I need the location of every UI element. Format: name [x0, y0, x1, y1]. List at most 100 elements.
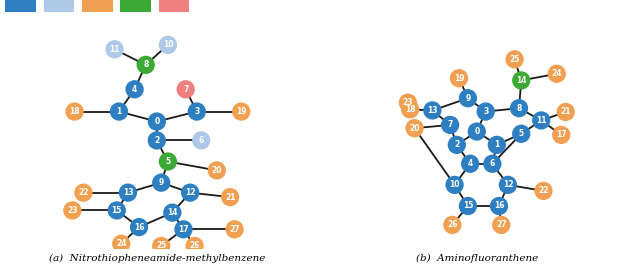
Text: 0: 0 [474, 127, 479, 136]
Text: 20: 20 [212, 166, 222, 175]
Circle shape [499, 176, 516, 193]
Circle shape [148, 132, 165, 149]
Text: 23: 23 [67, 206, 77, 215]
Circle shape [506, 51, 523, 68]
Text: 27: 27 [229, 225, 240, 234]
Text: 14: 14 [167, 208, 178, 217]
Text: 13: 13 [427, 106, 438, 115]
Circle shape [153, 238, 170, 254]
Text: 6: 6 [198, 136, 204, 145]
Text: 10: 10 [163, 40, 173, 49]
Text: 13: 13 [123, 188, 133, 197]
Circle shape [449, 136, 465, 153]
Text: 7: 7 [183, 85, 188, 94]
Text: 8: 8 [143, 60, 148, 69]
Circle shape [444, 217, 461, 233]
Text: 2: 2 [454, 140, 460, 149]
Text: 21: 21 [225, 193, 236, 202]
Circle shape [511, 100, 527, 117]
Circle shape [153, 174, 170, 191]
Text: 26: 26 [189, 241, 200, 250]
Circle shape [64, 202, 81, 219]
Text: 10: 10 [449, 180, 460, 189]
Circle shape [111, 103, 127, 120]
Text: 12: 12 [502, 180, 513, 189]
Text: 1: 1 [116, 107, 122, 116]
Circle shape [513, 72, 530, 89]
Text: 8: 8 [516, 104, 522, 113]
Circle shape [221, 189, 239, 205]
Circle shape [402, 101, 419, 118]
Circle shape [488, 136, 505, 153]
Circle shape [477, 103, 494, 120]
Text: 12: 12 [185, 188, 195, 197]
Circle shape [451, 70, 467, 87]
Text: 19: 19 [236, 107, 246, 116]
Text: 15: 15 [111, 206, 122, 215]
Circle shape [159, 153, 177, 170]
Text: 17: 17 [178, 225, 189, 234]
Circle shape [193, 132, 210, 149]
Circle shape [164, 204, 180, 221]
Text: 17: 17 [556, 130, 566, 139]
Text: 26: 26 [447, 220, 458, 229]
Circle shape [182, 184, 198, 201]
Circle shape [186, 238, 203, 254]
Text: 9: 9 [159, 178, 164, 187]
Circle shape [535, 182, 552, 199]
Text: 16: 16 [494, 201, 504, 211]
Text: 25: 25 [509, 55, 520, 64]
Circle shape [120, 184, 136, 201]
Text: 11: 11 [536, 116, 547, 125]
Text: 22: 22 [78, 188, 89, 197]
Text: 4: 4 [132, 85, 137, 94]
Circle shape [75, 184, 92, 201]
Text: 25: 25 [156, 241, 166, 250]
Text: 2: 2 [154, 136, 159, 145]
Text: 4: 4 [467, 159, 473, 168]
Text: 21: 21 [561, 108, 571, 117]
Text: 23: 23 [403, 98, 413, 107]
Circle shape [468, 123, 485, 140]
Text: 24: 24 [116, 239, 127, 248]
Text: (a)  Nitrothiopheneamide-methylbenzene: (a) Nitrothiopheneamide-methylbenzene [49, 254, 265, 263]
Text: 7: 7 [447, 120, 453, 129]
Circle shape [446, 176, 463, 193]
Text: 22: 22 [538, 186, 548, 195]
Circle shape [131, 219, 147, 235]
Text: 14: 14 [516, 76, 527, 85]
Text: 20: 20 [410, 124, 420, 133]
Circle shape [175, 221, 192, 238]
Text: 11: 11 [109, 45, 120, 54]
Text: 24: 24 [552, 69, 562, 78]
Circle shape [126, 81, 143, 98]
Circle shape [106, 41, 123, 58]
Text: 3: 3 [194, 107, 200, 116]
Circle shape [399, 94, 417, 111]
Circle shape [493, 217, 509, 233]
Circle shape [491, 198, 508, 214]
Circle shape [148, 113, 165, 130]
Circle shape [513, 125, 530, 142]
Text: 6: 6 [490, 159, 495, 168]
Circle shape [406, 120, 423, 137]
Circle shape [177, 81, 194, 98]
Text: 19: 19 [454, 74, 464, 83]
Circle shape [233, 103, 250, 120]
Circle shape [137, 56, 154, 73]
Circle shape [557, 104, 574, 120]
Text: 18: 18 [69, 107, 80, 116]
Circle shape [188, 103, 205, 120]
Circle shape [548, 65, 565, 82]
Text: 16: 16 [134, 222, 144, 232]
Text: 1: 1 [494, 140, 499, 149]
Circle shape [108, 202, 125, 219]
Circle shape [553, 127, 570, 143]
Circle shape [424, 102, 441, 119]
Circle shape [460, 198, 476, 214]
Text: 27: 27 [496, 220, 506, 229]
Circle shape [442, 117, 459, 133]
Circle shape [159, 36, 177, 53]
Text: 15: 15 [463, 201, 473, 211]
Text: 0: 0 [154, 117, 159, 126]
